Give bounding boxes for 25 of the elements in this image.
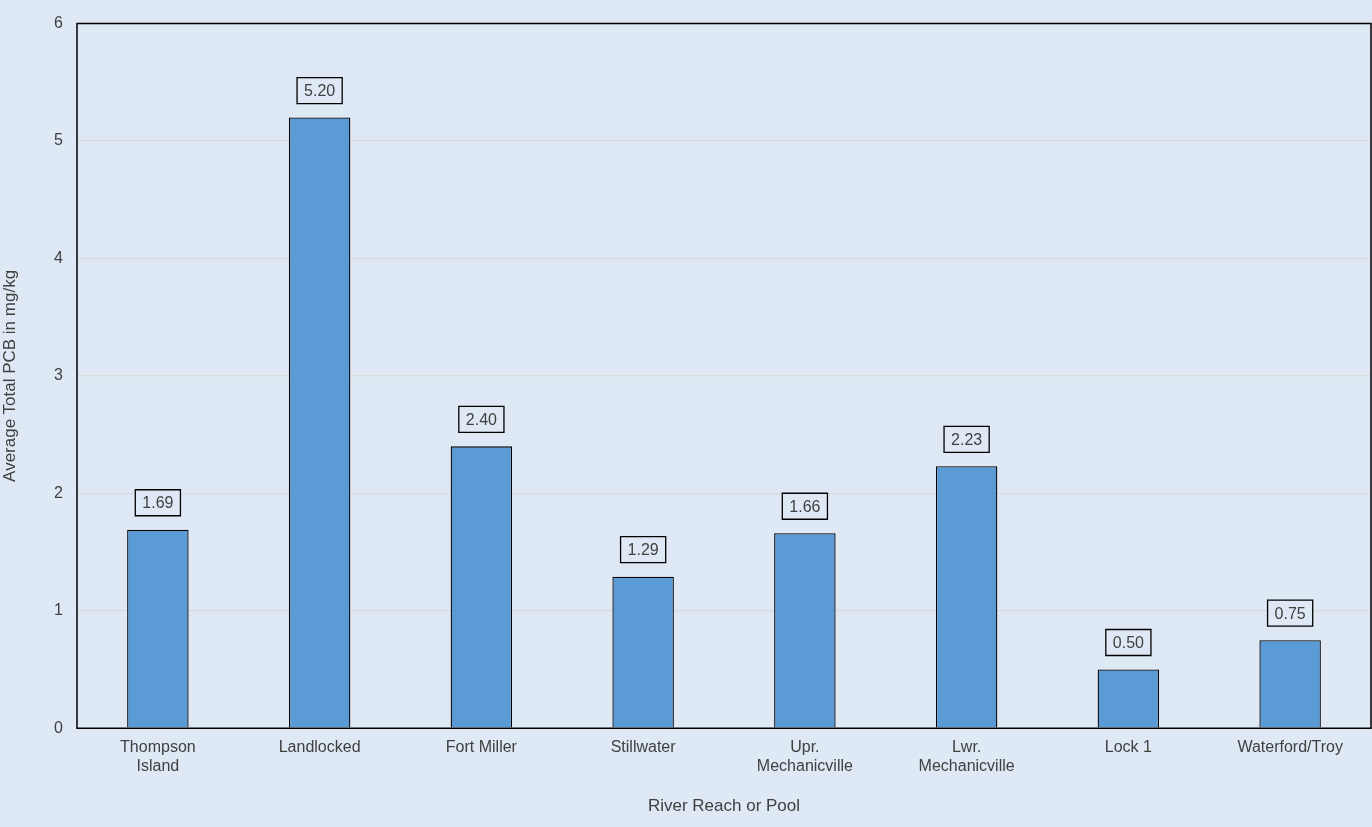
data-label: 1.29 — [627, 541, 659, 559]
data-label: 0.50 — [1112, 633, 1145, 651]
x-tick-label: Waterford/Troy — [1237, 738, 1343, 756]
x-tick-label: Lwr. Mechanicville — [918, 738, 1015, 775]
data-label: 0.75 — [1274, 604, 1306, 622]
x-axis-title: River Reach or Pool — [647, 796, 801, 816]
x-tick-label: Upr. Mechanicville — [756, 738, 853, 775]
y-tick-label: 6 — [54, 14, 64, 32]
x-tick-label: Thompson Island — [120, 738, 196, 775]
data-label: 5.20 — [304, 81, 336, 99]
y-tick-label: 1 — [54, 601, 64, 619]
data-label: 1.66 — [789, 497, 821, 515]
x-tick-label: Stillwater — [610, 738, 677, 756]
data-label: 1.69 — [142, 494, 174, 512]
x-tick-label: Lock 1 — [1104, 738, 1153, 756]
y-tick-label: 2 — [54, 483, 64, 501]
y-tick-label: 5 — [54, 131, 64, 149]
y-axis-title: Average Total PCB in mg/kg — [0, 269, 19, 482]
y-tick-label: 4 — [54, 248, 64, 266]
y-tick-label: 3 — [54, 366, 64, 384]
x-tick-label: Landlocked — [278, 738, 361, 756]
data-label: 2.23 — [951, 430, 983, 448]
y-tick-label: 0 — [54, 718, 64, 736]
data-label: 2.40 — [465, 410, 498, 428]
x-tick-label: Fort Miller — [445, 738, 518, 756]
